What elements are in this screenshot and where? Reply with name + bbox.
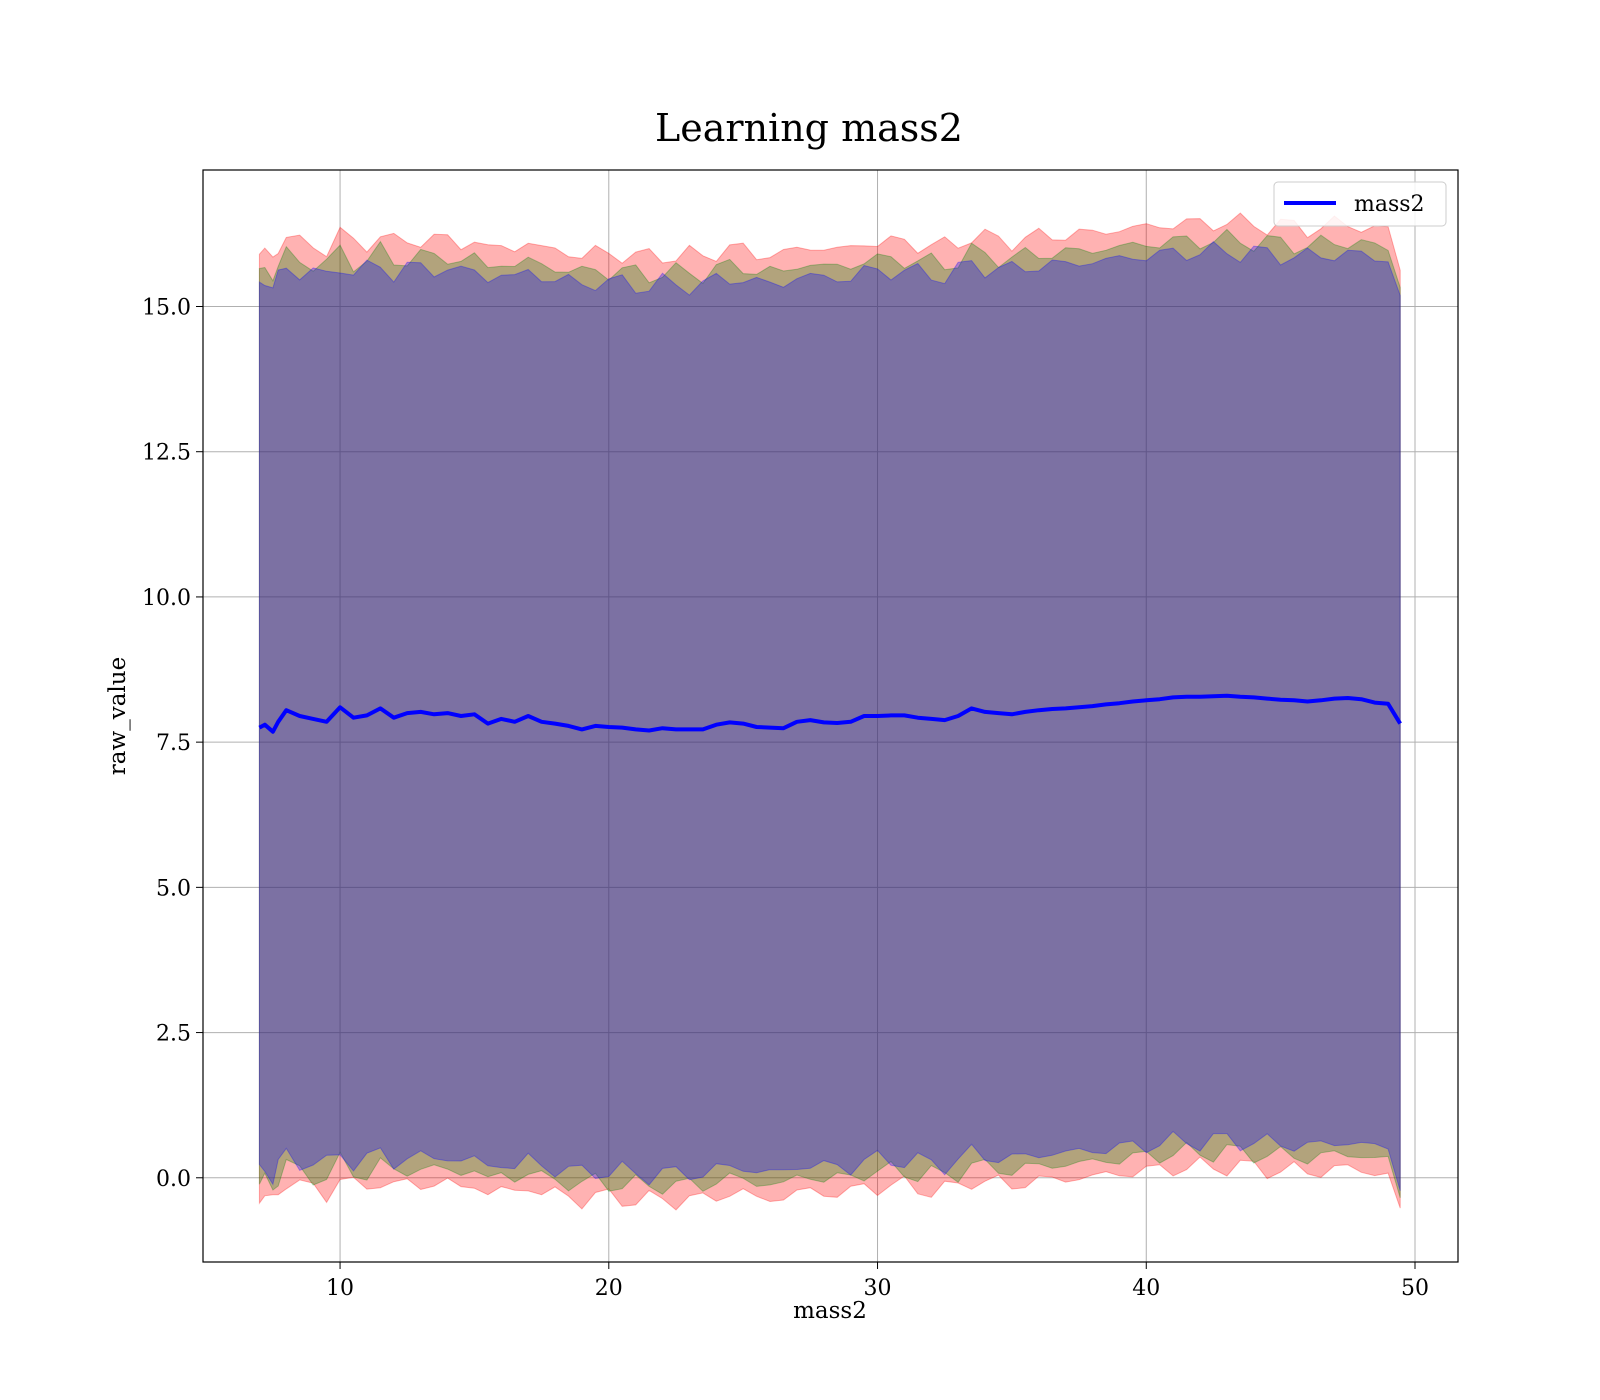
x-tick-label: 10 bbox=[326, 1276, 354, 1301]
x-axis-label: mass2 bbox=[793, 1298, 867, 1324]
x-tick-label: 40 bbox=[1132, 1276, 1160, 1301]
y-tick-label: 12.5 bbox=[142, 441, 191, 466]
confidence-band-2 bbox=[258, 228, 1401, 1198]
confidence-bands bbox=[258, 212, 1401, 1211]
axis-ticks: 10 20 30 40 50 0.0 2.5 5.0 7.5 10.0 12.5 15.0 bbox=[142, 296, 1429, 1302]
y-tick-label: 2.5 bbox=[156, 1022, 191, 1047]
legend-label-mass2: mass2 bbox=[1354, 192, 1425, 217]
y-tick-label: 10.0 bbox=[142, 586, 191, 611]
series-lines bbox=[258, 693, 1402, 734]
x-tick-label: 20 bbox=[595, 1276, 623, 1301]
legend: mass2 bbox=[1273, 181, 1447, 227]
confidence-band-3 bbox=[258, 240, 1401, 1191]
x-tick-label: 30 bbox=[864, 1276, 892, 1301]
confidence-band-1 bbox=[258, 212, 1401, 1211]
plot-frame bbox=[202, 169, 1459, 1263]
series-line-mass2 bbox=[258, 693, 1402, 734]
chart-title: Learning mass2 bbox=[655, 106, 963, 150]
y-tick-label: 0.0 bbox=[156, 1167, 191, 1192]
legend-box bbox=[1273, 181, 1447, 227]
x-tick-label: 50 bbox=[1401, 1276, 1429, 1301]
y-tick-label: 15.0 bbox=[142, 296, 191, 321]
y-tick-label: 7.5 bbox=[156, 731, 191, 756]
y-tick-label: 5.0 bbox=[156, 876, 191, 901]
y-axis-label: raw_value bbox=[105, 657, 131, 775]
